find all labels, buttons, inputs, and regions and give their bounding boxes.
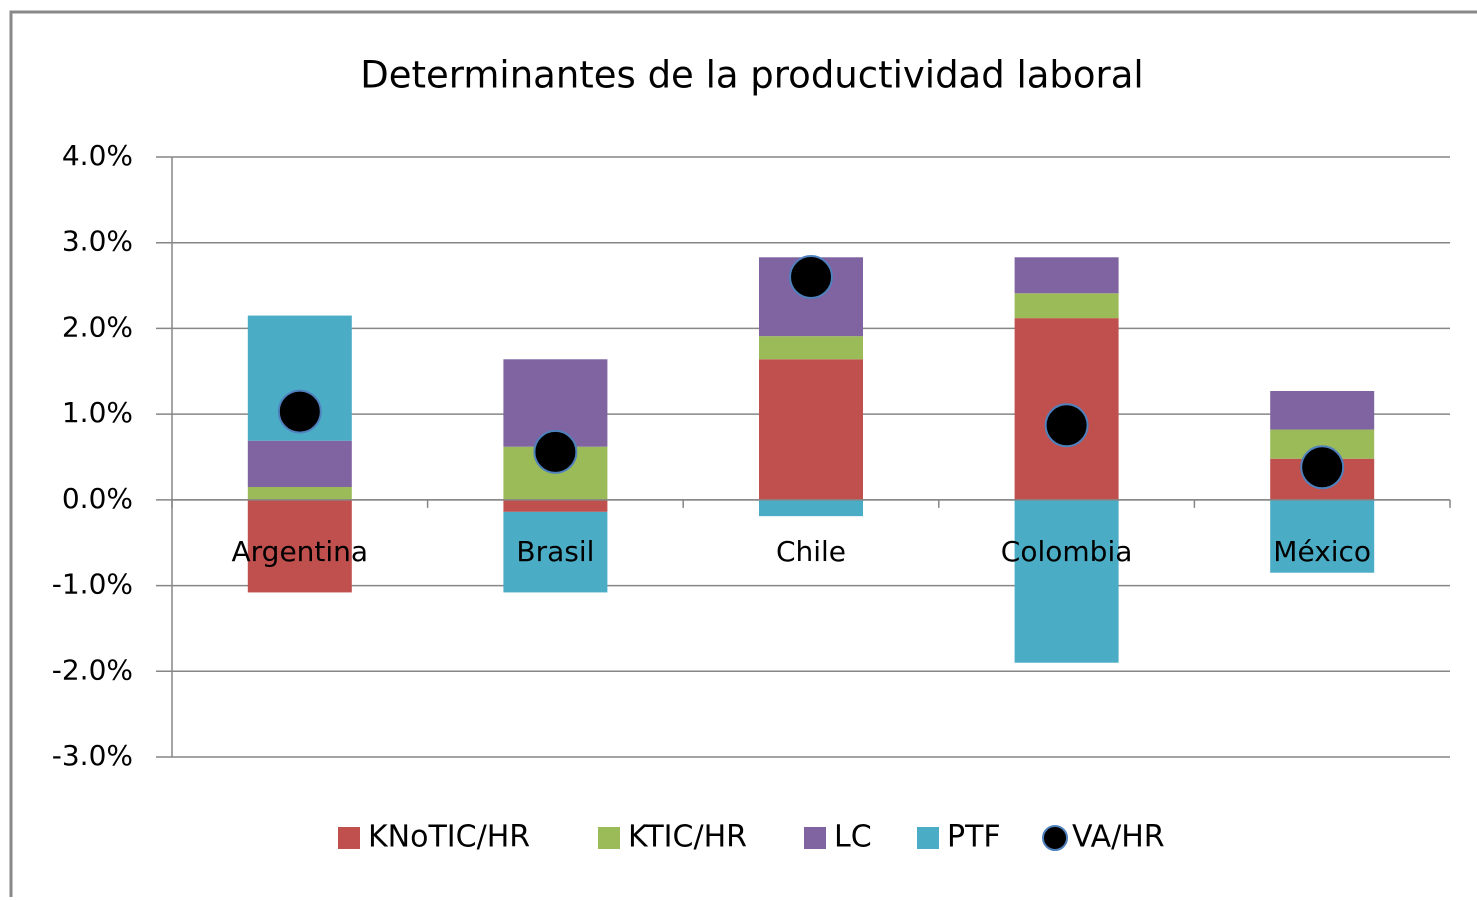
x-tick-label: Chile [776,535,846,568]
y-tick-label: -1.0% [52,568,133,601]
chart-frame [9,10,1477,901]
legend-label: VA/HR [1072,820,1165,855]
legend-swatch [1042,825,1068,851]
dot [789,255,833,299]
bar [1014,499,1119,663]
y-tick-label: 1.0% [62,396,133,429]
bar [759,499,863,517]
bar [759,359,863,500]
bar [1014,293,1119,319]
dot [1044,403,1089,448]
y-tick-label: -3.0% [52,739,133,772]
legend-swatch [804,827,826,849]
x-tick-label: Argentina [232,535,369,568]
y-tick-label: 4.0% [62,139,133,172]
bar [247,487,352,500]
chart-title: Determinantes de la productividad labora… [360,54,1143,97]
y-tick-label: 0.0% [62,482,133,515]
dot [1300,445,1345,490]
dot [533,429,578,474]
x-tick-label: Colombia [1001,535,1133,568]
dot [277,389,322,434]
y-tick-label: 3.0% [62,225,133,258]
legend-swatch [338,827,360,849]
y-tick-label: -2.0% [52,653,133,686]
bar [1014,257,1119,294]
y-tick-label: 2.0% [62,310,133,343]
bar [759,336,863,360]
legend-swatch [598,827,620,849]
bar [1270,499,1375,573]
legend-label: KNoTIC/HR [368,820,530,855]
legend-label: LC [834,820,872,855]
bar [503,499,608,512]
bar [1270,391,1375,430]
bar [503,511,608,593]
x-tick-label: México [1273,535,1371,568]
bar [247,499,352,593]
legend-label: KTIC/HR [628,820,747,855]
legend-swatch [917,827,939,849]
x-tick-label: Brasil [516,535,594,568]
legend-label: PTF [947,820,1001,855]
bar [247,440,352,487]
